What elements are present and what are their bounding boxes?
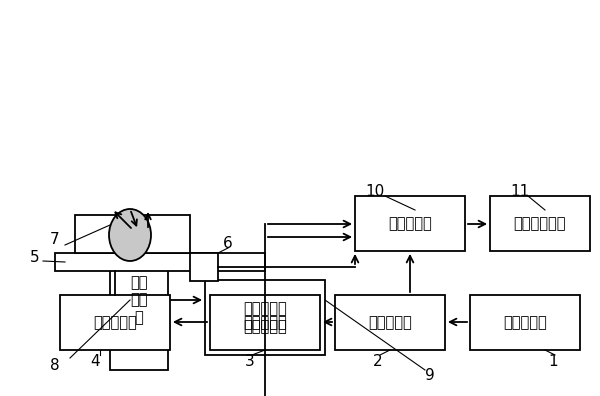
Bar [110, 230, 168, 370]
Text: 数据采集卡: 数据采集卡 [388, 216, 432, 231]
Bar [140, 215, 190, 253]
Bar [60, 295, 170, 350]
Text: 11: 11 [511, 185, 530, 200]
Text: 10: 10 [365, 185, 385, 200]
Text: 2: 2 [373, 354, 383, 369]
Text: 8: 8 [50, 358, 60, 373]
Bar [490, 196, 590, 251]
Bar [205, 280, 325, 355]
Bar [470, 295, 580, 350]
Text: 7: 7 [50, 232, 60, 248]
Text: 激光多普勒
测振控制器: 激光多普勒 测振控制器 [243, 301, 287, 334]
Bar [190, 253, 218, 281]
Ellipse shape [109, 209, 151, 261]
Text: 振动控制器: 振动控制器 [368, 315, 412, 330]
Text: 4: 4 [90, 354, 100, 369]
Bar [55, 253, 265, 271]
Text: 1: 1 [548, 354, 558, 369]
Text: 3: 3 [245, 354, 255, 369]
Text: 5: 5 [30, 251, 40, 265]
Bar [335, 295, 445, 350]
Text: 功率放大器: 功率放大器 [243, 315, 287, 330]
Bar [355, 196, 465, 251]
Text: 6: 6 [223, 236, 233, 251]
Text: 信号发生器: 信号发生器 [503, 315, 547, 330]
Text: 激光
探测
头: 激光 探测 头 [130, 275, 148, 325]
Bar [210, 295, 320, 350]
Text: 9: 9 [425, 367, 435, 383]
Bar [75, 215, 125, 253]
Text: 数据存储模块: 数据存储模块 [514, 216, 566, 231]
Text: 振动发生机: 振动发生机 [93, 315, 137, 330]
